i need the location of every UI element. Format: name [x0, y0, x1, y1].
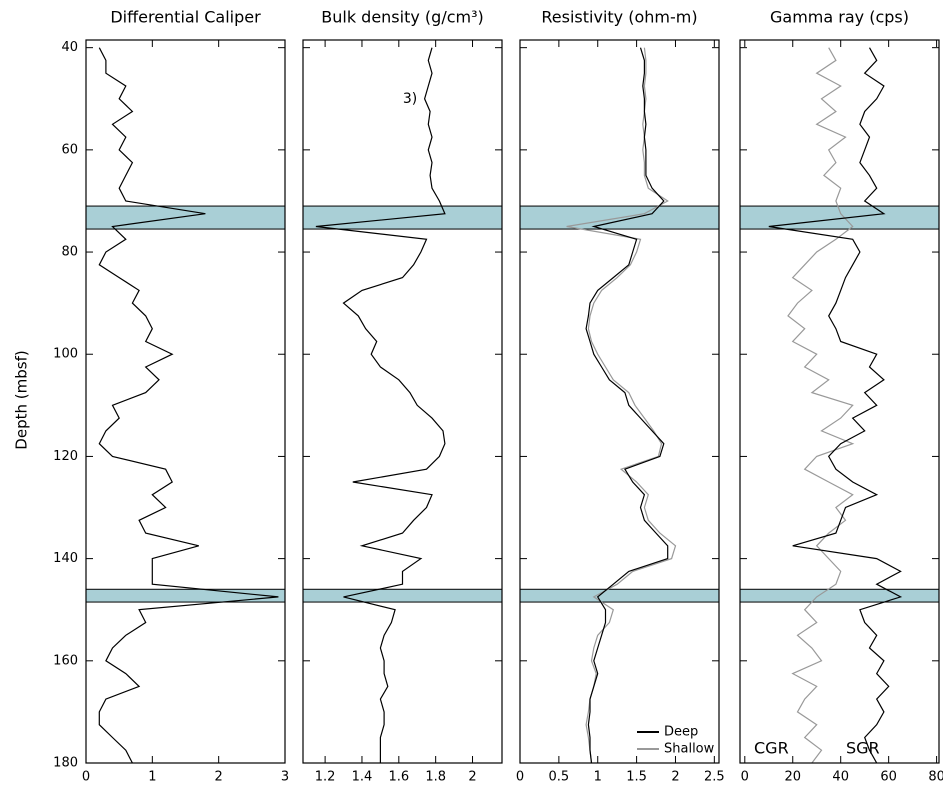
- log-curve: [585, 47, 669, 764]
- x-tick-label: 1.8: [425, 770, 446, 785]
- y-tick-label: 40: [61, 40, 78, 55]
- panel-frame: [519, 39, 720, 764]
- log-curve: [315, 47, 446, 763]
- x-tick-label: 0.5: [549, 770, 570, 785]
- x-tick-label: 1: [148, 770, 156, 785]
- x-tick-label: 60: [880, 770, 897, 785]
- x-tick-label: 2.5: [704, 770, 725, 785]
- y-axis-label: Depth (mbsf): [13, 350, 31, 449]
- annotation: 3): [403, 91, 417, 107]
- panel-title: Bulk density (g/cm³): [321, 8, 484, 27]
- shaded-interval: [85, 588, 286, 603]
- y-tick-label: 80: [61, 245, 78, 260]
- x-tick-label: 20: [784, 770, 801, 785]
- panel-frame: [739, 39, 940, 764]
- y-tick-label: 100: [53, 347, 78, 362]
- log-curve: [566, 47, 677, 764]
- y-tick-label: 160: [53, 653, 78, 668]
- x-tick-label: 3: [281, 770, 289, 785]
- panel-frame: [302, 39, 503, 764]
- shaded-interval: [519, 588, 720, 603]
- x-tick-label: 1.6: [388, 770, 409, 785]
- x-tick-label: 2: [215, 770, 223, 785]
- y-tick-label: 180: [53, 756, 78, 771]
- x-tick-label: 0: [741, 770, 749, 785]
- series-label: CGR: [754, 739, 789, 758]
- shaded-interval: [739, 588, 940, 603]
- panel-frame: [85, 39, 286, 764]
- series-label: SGR: [846, 739, 880, 758]
- log-curve: [98, 47, 279, 764]
- x-tick-label: 1: [594, 770, 602, 785]
- x-tick-label: 0: [516, 770, 524, 785]
- x-tick-label: 0: [82, 770, 90, 785]
- y-tick-label: 140: [53, 551, 78, 566]
- x-tick-label: 2: [468, 770, 476, 785]
- panel-title: Gamma ray (cps): [770, 8, 909, 27]
- x-tick-label: 1.5: [626, 770, 647, 785]
- log-curve: [768, 47, 903, 764]
- legend-label: Deep: [664, 725, 698, 740]
- x-tick-label: 1.2: [315, 770, 336, 785]
- x-tick-label: 40: [832, 770, 849, 785]
- x-tick-label: 2: [671, 770, 679, 785]
- y-tick-label: 60: [61, 142, 78, 157]
- x-tick-label: 1.4: [352, 770, 373, 785]
- y-tick-label: 120: [53, 449, 78, 464]
- x-tick-label: 80: [928, 770, 943, 785]
- legend-label: Shallow: [664, 742, 715, 757]
- shaded-interval: [302, 588, 503, 603]
- log-curve: [787, 47, 855, 764]
- panel-title: Resistivity (ohm-m): [541, 8, 697, 27]
- panel-title: Differential Caliper: [110, 8, 261, 27]
